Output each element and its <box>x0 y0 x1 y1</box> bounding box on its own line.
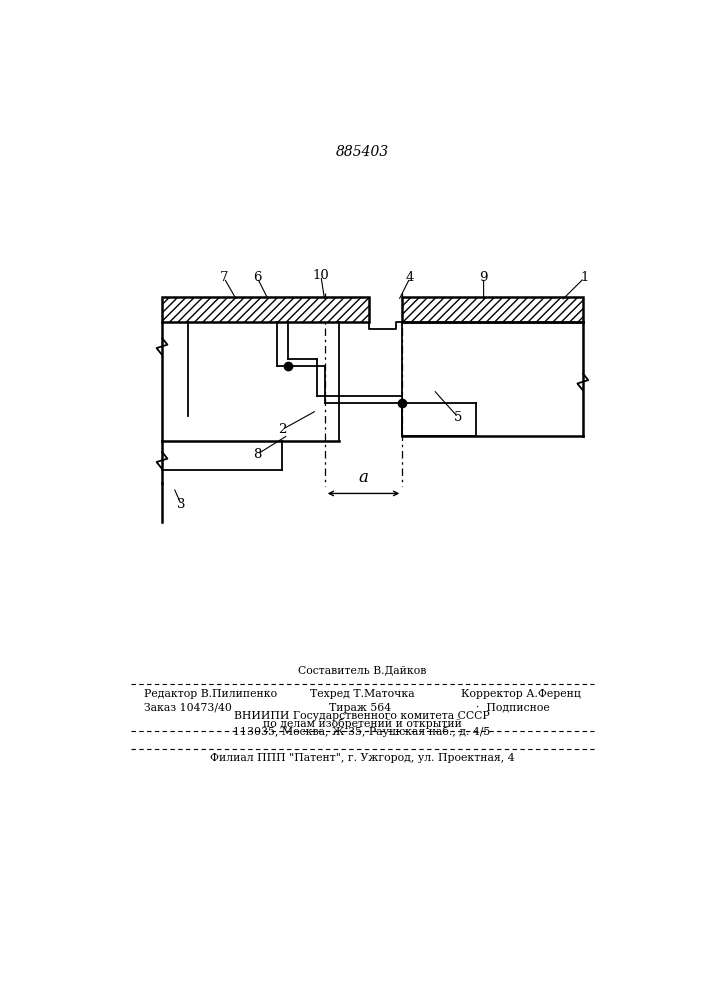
Text: по делам изобретений и открытий: по делам изобретений и открытий <box>262 718 462 729</box>
Text: 8: 8 <box>253 448 262 461</box>
Bar <box>402 297 583 322</box>
Bar <box>402 297 583 322</box>
Text: 4: 4 <box>406 271 414 284</box>
Text: 9: 9 <box>479 271 488 284</box>
Text: 113035, Москва, Ж-35, Раушская наб., д. 4/5: 113035, Москва, Ж-35, Раушская наб., д. … <box>233 726 491 737</box>
Text: a: a <box>358 469 368 486</box>
Bar <box>162 297 369 322</box>
Text: Заказ 10473/40: Заказ 10473/40 <box>144 703 232 713</box>
Text: ·  Подписное: · Подписное <box>476 703 549 713</box>
Text: 7: 7 <box>220 271 228 284</box>
Text: Редактор В.Пилипенко: Редактор В.Пилипенко <box>144 689 277 699</box>
Text: ВНИИПИ Государственного комитета СССР: ВНИИПИ Государственного комитета СССР <box>234 711 490 721</box>
Text: Техред Т.Маточка: Техред Т.Маточка <box>310 689 414 699</box>
Text: Составитель В.Дайков: Составитель В.Дайков <box>298 666 426 676</box>
Text: 5: 5 <box>454 411 462 424</box>
Text: Филиал ППП "Патент", г. Ужгород, ул. Проектная, 4: Филиал ППП "Патент", г. Ужгород, ул. Про… <box>210 753 514 763</box>
Text: 3: 3 <box>177 498 186 512</box>
Text: 2: 2 <box>278 423 286 436</box>
Text: 1: 1 <box>580 271 588 284</box>
Text: 6: 6 <box>253 271 262 284</box>
Bar <box>162 297 369 322</box>
Text: Корректор А.Ференц: Корректор А.Ференц <box>461 689 580 699</box>
Text: 885403: 885403 <box>335 145 389 159</box>
Text: 10: 10 <box>312 269 329 282</box>
Text: Тираж 564: Тираж 564 <box>329 703 391 713</box>
